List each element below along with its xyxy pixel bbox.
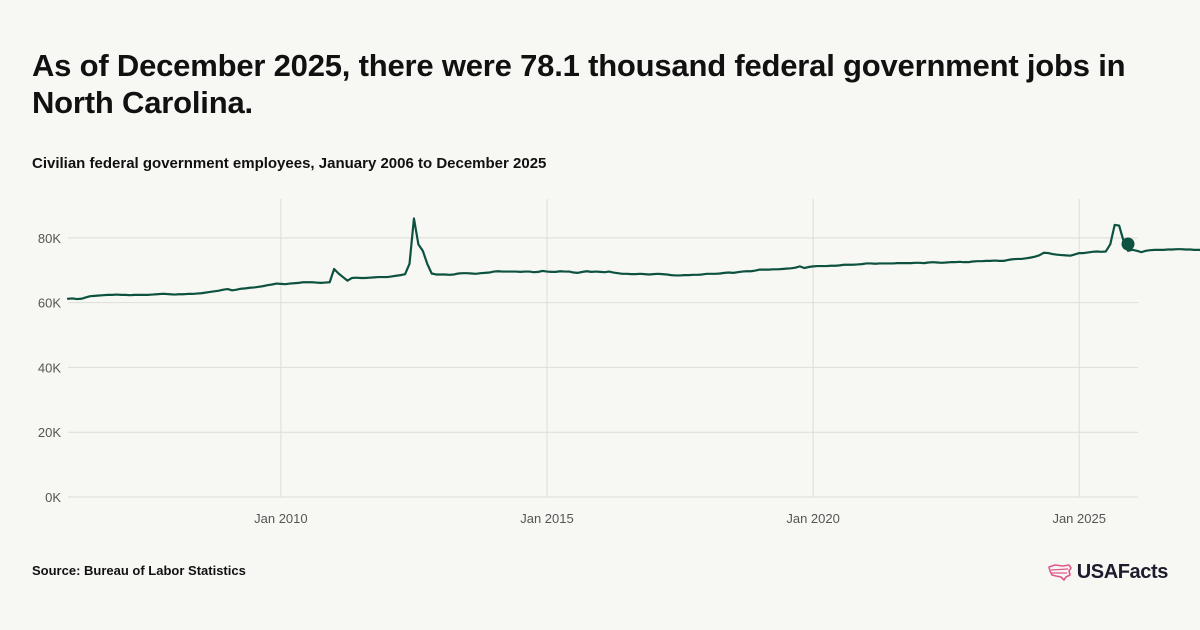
usa-map-logo-icon — [1047, 564, 1072, 581]
x-tick-label: Jan 2025 — [1052, 511, 1106, 526]
x-tick-label: Jan 2010 — [254, 511, 308, 526]
y-tick-label: 60K — [38, 296, 61, 311]
series-layer — [66, 217, 1200, 301]
brand-logo[interactable]: USAFacts — [1047, 560, 1168, 584]
y-tick-label: 40K — [38, 360, 61, 375]
x-tick-label: Jan 2015 — [520, 511, 574, 526]
y-tick-label: 0K — [45, 490, 61, 505]
series-line — [66, 217, 1200, 301]
grid-lines — [68, 199, 1138, 498]
last-point-marker[interactable] — [1121, 237, 1135, 251]
page-title: As of December 2025, there were 78.1 tho… — [32, 48, 1126, 120]
y-tick-label: 20K — [38, 425, 61, 440]
brand-name: USAFacts — [1076, 560, 1169, 583]
source-note: Source: Bureau of Labor Statistics — [32, 563, 246, 578]
x-tick-label: Jan 2020 — [786, 511, 840, 526]
axis-labels: 0K 20K 40K 60K 80K Jan 2010 Jan 2015 Jan 2020 Ja… — [38, 231, 1106, 526]
chart-subtitle: Civilian federal government employees, J… — [32, 155, 547, 172]
y-tick-label: 80K — [38, 231, 61, 246]
